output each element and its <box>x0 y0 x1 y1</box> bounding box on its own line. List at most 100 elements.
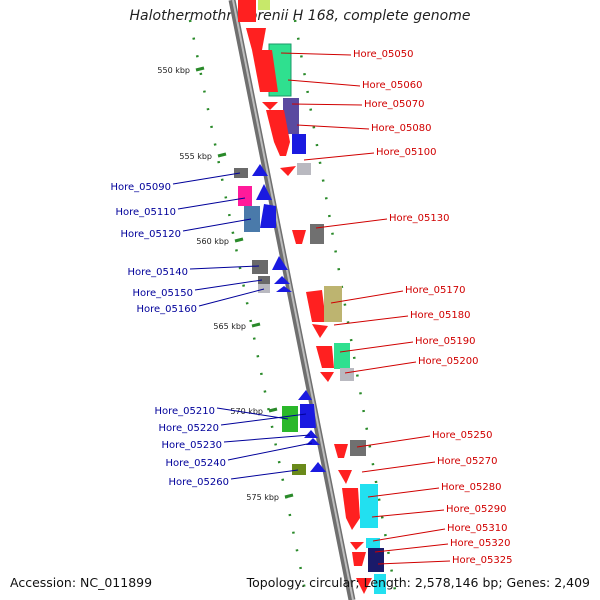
gene-label-leader <box>230 469 299 480</box>
gene-feature <box>334 343 350 369</box>
gene-feature <box>352 552 366 566</box>
gene-label[interactable]: Hore_05310 <box>447 523 508 534</box>
gene-label[interactable]: Hore_05290 <box>446 504 507 515</box>
kbp-tick-mark <box>284 493 294 499</box>
gene-label[interactable]: Hore_05160 <box>137 304 198 315</box>
kbp-tick-label: 555 kbp <box>179 152 212 161</box>
gene-feature <box>320 372 334 382</box>
kbp-tick-mark <box>234 237 244 243</box>
gene-label[interactable]: Hore_05325 <box>452 555 513 566</box>
gene-feature <box>334 444 348 458</box>
gene-label[interactable]: Hore_05270 <box>437 456 498 467</box>
gene-label[interactable]: Hore_05060 <box>362 80 423 91</box>
gene-label[interactable]: Hore_05110 <box>116 207 177 218</box>
gene-label[interactable]: Hore_05090 <box>111 182 172 193</box>
gene-label-leader <box>220 413 307 426</box>
gene-feature <box>244 206 260 232</box>
kbp-tick-label: 575 kbp <box>246 493 279 502</box>
gene-feature <box>350 440 366 456</box>
genome-title: Halothermothrix orenii H 168, complete g… <box>129 8 471 24</box>
kbp-tick-mark <box>251 322 261 328</box>
gene-label-leader <box>333 315 409 326</box>
gene-feature <box>246 28 266 50</box>
gene-label-leader <box>227 442 313 461</box>
gene-label[interactable]: Hore_05240 <box>166 458 227 469</box>
gene-feature <box>252 260 268 274</box>
gene-label-leader <box>182 218 252 232</box>
gene-label-leader <box>172 172 241 185</box>
gene-feature <box>300 404 316 428</box>
gene-feature <box>306 290 326 322</box>
gene-feature <box>292 230 306 244</box>
gene-feature <box>298 390 312 400</box>
kbp-tick-label: 570 kbp <box>230 407 263 416</box>
gene-feature <box>297 163 311 175</box>
gene-label[interactable]: Hore_05070 <box>364 99 425 110</box>
kbp-tick-mark <box>195 66 205 72</box>
gene-label-leader <box>223 434 311 443</box>
gene-feature <box>292 134 306 154</box>
gene-label[interactable]: Hore_05150 <box>133 288 194 299</box>
gene-label[interactable]: Hore_05260 <box>169 477 230 488</box>
gene-feature <box>340 368 354 381</box>
gene-feature <box>310 224 324 244</box>
gene-label[interactable]: Hore_05100 <box>376 147 437 158</box>
gene-label-leader <box>198 288 265 307</box>
gene-label-leader <box>296 124 370 130</box>
gene-feature <box>312 324 328 338</box>
gene-feature-track <box>234 0 386 594</box>
gene-label-leader <box>303 152 375 161</box>
gene-label[interactable]: Hore_05200 <box>418 356 479 367</box>
gene-label[interactable]: Hore_05140 <box>128 267 189 278</box>
gene-label[interactable]: Hore_05120 <box>121 229 182 240</box>
kbp-ticks: 550 kbp 555 kbp 560 kbp 565 kbp 570 kbp 575 k… <box>157 66 294 502</box>
gene-label-leader <box>216 407 289 420</box>
tick-track-right <box>293 19 397 591</box>
gene-label[interactable]: Hore_05230 <box>162 440 223 451</box>
gene-feature <box>238 0 256 22</box>
gene-label[interactable]: Hore_05220 <box>159 423 220 434</box>
gene-label[interactable]: Hore_05190 <box>415 336 476 347</box>
gene-label-leader <box>361 461 436 473</box>
kbp-tick-label: 550 kbp <box>157 66 190 75</box>
gene-label[interactable]: Hore_05320 <box>450 538 511 549</box>
gene-label-leader <box>372 528 446 542</box>
gene-feature <box>274 142 290 156</box>
gene-label[interactable]: Hore_05080 <box>371 123 432 134</box>
gene-feature <box>234 168 248 178</box>
gene-feature <box>238 186 252 206</box>
gene-feature <box>292 464 306 475</box>
gene-label-leader <box>344 361 417 374</box>
gene-feature <box>342 488 360 518</box>
gene-feature <box>360 484 378 528</box>
gene-label-leader <box>356 435 431 448</box>
gene-label-leader <box>194 279 263 291</box>
gene-label[interactable]: Hore_05280 <box>441 482 502 493</box>
gene-label-leader <box>280 52 352 56</box>
gene-feature <box>282 406 298 432</box>
gene-label-leader <box>330 290 404 304</box>
gene-feature <box>356 578 372 594</box>
gene-feature <box>252 50 278 92</box>
gene-label[interactable]: Hore_05210 <box>155 406 216 417</box>
gene-label[interactable]: Hore_05180 <box>410 310 471 321</box>
gene-feature <box>366 538 380 548</box>
gene-feature <box>252 164 268 176</box>
gene-label[interactable]: Hore_05170 <box>405 285 466 296</box>
gene-label-leader <box>339 341 414 353</box>
gene-feature <box>310 462 326 472</box>
gene-label[interactable]: Hore_05050 <box>353 49 414 60</box>
gene-feature <box>260 204 276 228</box>
gene-label[interactable]: Hore_05130 <box>389 213 450 224</box>
gene-label[interactable]: Hore_05250 <box>432 430 493 441</box>
gene-feature <box>258 276 270 284</box>
gene-feature <box>324 286 342 322</box>
gene-feature <box>304 430 318 438</box>
gene-feature <box>258 284 270 293</box>
kbp-tick-label: 560 kbp <box>196 237 229 246</box>
gene-labels-right: Hore_05050 Hore_05060 Hore_05070 Hore_05080… <box>280 49 513 566</box>
gene-feature <box>272 256 288 270</box>
gene-label-leader <box>287 79 361 87</box>
gene-feature <box>258 0 270 10</box>
